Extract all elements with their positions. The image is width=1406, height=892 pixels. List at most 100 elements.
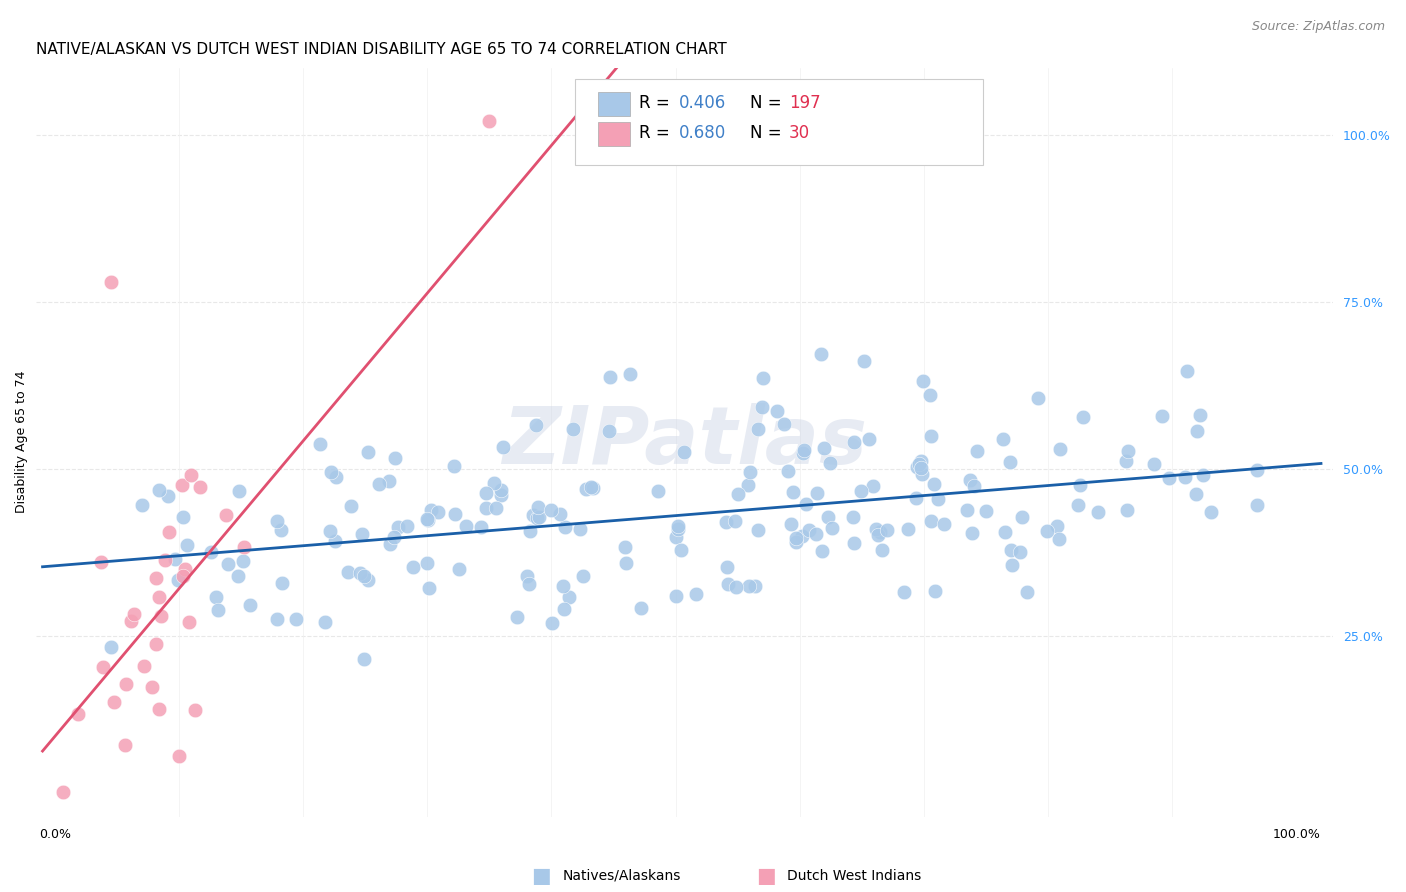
Point (482, 475, 505, 490)
FancyBboxPatch shape (575, 78, 983, 165)
Point (1011, 510, 1033, 524)
Point (558, 590, 581, 604)
Point (416, 513, 439, 527)
Point (599, 370, 621, 384)
Point (148, 701, 170, 715)
Point (724, 515, 747, 529)
Point (519, 524, 541, 539)
Point (1246, 498, 1268, 512)
Point (416, 557, 439, 571)
Point (190, 480, 212, 494)
Point (920, 514, 942, 528)
Point (1067, 498, 1090, 512)
Point (1049, 442, 1071, 456)
Point (738, 578, 761, 592)
Point (145, 571, 167, 585)
Point (478, 114, 501, 128)
Point (1071, 410, 1094, 425)
Point (1150, 409, 1173, 424)
Point (132, 658, 155, 673)
Point (785, 531, 807, 545)
Point (727, 487, 749, 501)
Point (492, 440, 515, 454)
Point (1069, 478, 1091, 492)
Point (893, 584, 915, 599)
Point (1174, 470, 1197, 484)
Text: Natives/Alaskans: Natives/Alaskans (562, 869, 681, 883)
Point (725, 580, 748, 594)
Point (232, 554, 254, 568)
Point (352, 527, 374, 541)
Point (1087, 505, 1109, 519)
Point (540, 503, 562, 517)
Point (1201, 505, 1223, 519)
Point (792, 529, 814, 543)
Point (897, 522, 920, 536)
Point (666, 523, 689, 537)
Point (103, 695, 125, 709)
Point (858, 432, 880, 446)
Point (319, 465, 342, 479)
Point (876, 523, 898, 537)
Point (340, 499, 363, 513)
Text: ■: ■ (531, 866, 551, 886)
Point (747, 523, 769, 537)
Point (167, 573, 190, 587)
Point (91, 660, 114, 674)
Point (991, 432, 1014, 446)
Point (548, 507, 571, 521)
Y-axis label: Disability Age 65 to 74: Disability Age 65 to 74 (15, 371, 28, 513)
Point (402, 559, 425, 574)
Point (325, 470, 347, 484)
Point (672, 445, 695, 459)
Point (665, 589, 688, 603)
Point (927, 491, 949, 506)
Point (165, 552, 187, 566)
Point (924, 477, 946, 491)
Point (150, 608, 173, 623)
Point (1116, 444, 1139, 458)
Text: N =: N = (749, 94, 786, 112)
Point (145, 637, 167, 651)
Point (924, 584, 946, 599)
Point (647, 483, 669, 498)
Point (226, 569, 249, 583)
Point (1026, 392, 1049, 406)
Point (870, 542, 893, 557)
Point (796, 497, 818, 511)
Point (100, 275, 122, 289)
Point (1143, 458, 1166, 472)
Point (357, 445, 380, 459)
Point (1000, 455, 1022, 469)
Point (1185, 487, 1208, 501)
Text: ■: ■ (756, 866, 776, 886)
Point (751, 400, 773, 414)
Point (780, 516, 803, 531)
Point (569, 522, 592, 536)
Point (553, 602, 575, 616)
Point (271, 575, 294, 590)
Point (485, 501, 508, 516)
Point (619, 367, 641, 381)
Point (378, 474, 401, 488)
Point (614, 540, 637, 554)
Point (744, 579, 766, 593)
Point (524, 417, 547, 432)
Point (122, 607, 145, 622)
Point (349, 566, 371, 580)
Point (527, 500, 550, 514)
Point (172, 568, 194, 582)
Point (905, 491, 928, 505)
Point (205, 590, 228, 604)
Point (962, 479, 984, 493)
Point (911, 467, 934, 482)
Point (506, 610, 529, 624)
Point (918, 388, 941, 402)
Point (1015, 585, 1038, 599)
Point (817, 510, 839, 524)
Point (716, 560, 738, 574)
Point (156, 489, 179, 503)
Point (517, 577, 540, 591)
Point (920, 429, 942, 443)
Point (806, 486, 828, 500)
